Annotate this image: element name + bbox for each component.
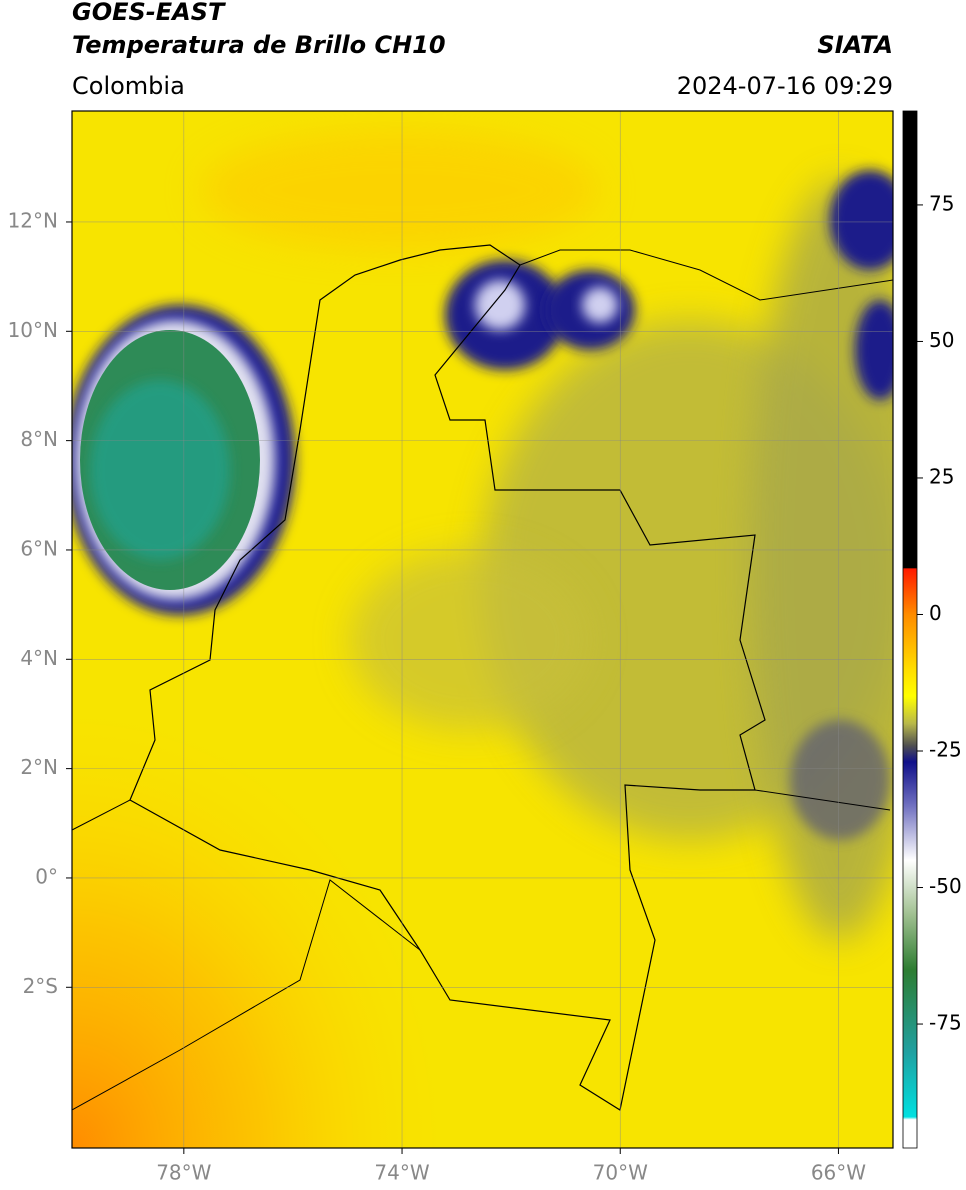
colorbar-tick-label: -75 bbox=[929, 1011, 962, 1035]
subtitle: Temperatura de Brillo CH10 bbox=[72, 31, 446, 59]
colorbar-tick-label: 50 bbox=[929, 328, 954, 352]
y-tick-label: 12°N bbox=[8, 208, 58, 232]
y-tick-label: 8°N bbox=[20, 427, 58, 451]
title: GOES-EAST bbox=[72, 0, 226, 26]
colorbar-tick-label: 25 bbox=[929, 464, 954, 488]
source: SIATA bbox=[817, 31, 893, 59]
y-tick-label: 0° bbox=[35, 864, 58, 888]
x-tick-label: 66°W bbox=[811, 1161, 866, 1185]
y-tick-label: 2°N bbox=[20, 755, 58, 779]
y-tick-label: 10°N bbox=[8, 318, 58, 342]
colorbar-tick-label: -25 bbox=[929, 738, 962, 762]
map-frame bbox=[71, 110, 894, 1149]
x-tick-label: 78°W bbox=[156, 1161, 211, 1185]
y-tick-label: 6°N bbox=[20, 536, 58, 560]
x-tick-label: 74°W bbox=[374, 1161, 429, 1185]
y-tick-label: 2°S bbox=[23, 974, 58, 998]
colorbar-tick-label: -50 bbox=[929, 874, 962, 898]
satellite-image bbox=[72, 111, 893, 1148]
colorbar-tick-label: 0 bbox=[929, 601, 942, 625]
timestamp: 2024-07-16 09:29 bbox=[677, 72, 893, 100]
x-tick-label: 70°W bbox=[593, 1161, 648, 1185]
colorbar-tick-label: 75 bbox=[929, 191, 954, 215]
y-tick-label: 4°N bbox=[20, 646, 58, 670]
colorbar bbox=[902, 110, 918, 1149]
region: Colombia bbox=[72, 72, 185, 100]
